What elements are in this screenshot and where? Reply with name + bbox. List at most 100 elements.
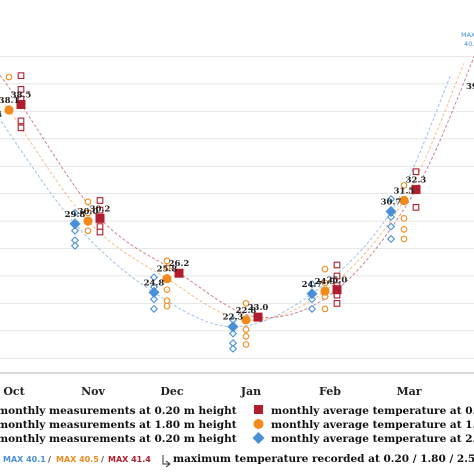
measurement-circle bbox=[163, 264, 171, 272]
measurement-circle bbox=[400, 214, 408, 222]
data-label: 38.1 bbox=[0, 96, 19, 106]
measurement-circle bbox=[84, 209, 92, 217]
measurement-circle bbox=[242, 332, 250, 340]
measurement-square bbox=[333, 272, 341, 280]
measurement-circle bbox=[163, 286, 171, 294]
data-labels: 38.5 30.2 26.2 23.0 25.0 32.3 38.1 30.0 25.8 22.8… bbox=[0, 82, 474, 323]
data-label: 24.8 bbox=[144, 278, 165, 288]
average-diamond bbox=[306, 288, 318, 300]
measurement-circle bbox=[84, 227, 92, 235]
measurement-diamond bbox=[149, 295, 159, 304]
x-tick-label: Feb bbox=[319, 385, 341, 398]
legend-max-arrow bbox=[162, 455, 171, 468]
average-markers bbox=[0, 99, 421, 333]
measurement-diamond bbox=[228, 329, 238, 338]
data-label: 23.0 bbox=[248, 303, 269, 313]
average-square bbox=[332, 285, 342, 295]
legend-circle-marker bbox=[253, 419, 264, 429]
gridlines bbox=[0, 56, 474, 374]
measurement-diamond bbox=[386, 195, 396, 204]
measurement-square bbox=[96, 197, 104, 204]
measurement-square bbox=[96, 206, 104, 214]
legend-left-3: monthly measurements at 0.20 m height bbox=[0, 433, 237, 445]
measurement-square bbox=[17, 72, 25, 80]
measurement-diamond bbox=[149, 273, 159, 282]
measurement-circle bbox=[242, 341, 250, 348]
x-tick-label: Dec bbox=[160, 385, 184, 398]
legend-slash-2: / bbox=[101, 455, 104, 464]
measurement-diamond bbox=[386, 222, 396, 231]
data-label: 30.7 bbox=[381, 197, 402, 207]
average-square bbox=[253, 312, 263, 322]
measurement-circle bbox=[5, 73, 13, 81]
data-label: 29.8 bbox=[65, 210, 86, 220]
measurement-diamond bbox=[307, 304, 317, 313]
max-annotation-line1: MAX bbox=[461, 31, 474, 39]
measurement-circle bbox=[163, 297, 171, 305]
data-label: 25.0 bbox=[327, 276, 348, 286]
measurement-circle bbox=[242, 300, 250, 307]
data-label: 22.8 bbox=[236, 306, 257, 316]
measurement-circle bbox=[400, 225, 408, 233]
measurement-circle bbox=[242, 326, 250, 333]
data-label: 26.2 bbox=[169, 259, 190, 269]
legend-max-blue: MAX 40.1 bbox=[3, 455, 46, 464]
data-label: 25.8 bbox=[157, 265, 178, 275]
measurement-square bbox=[96, 223, 104, 230]
legend-max-orange: MAX 40.5 bbox=[56, 455, 99, 464]
x-tick-label: Nov bbox=[81, 385, 105, 398]
data-label: 30.2 bbox=[90, 204, 111, 214]
measurement-diamond bbox=[386, 234, 396, 244]
measurement-circle bbox=[163, 302, 171, 310]
x-tick-label: Mar bbox=[396, 385, 421, 398]
legend-right-1: monthly average temperature at 0.20 bbox=[271, 405, 474, 417]
average-square bbox=[16, 99, 26, 109]
measurement-circle bbox=[321, 265, 329, 273]
legend: monthly measurements at 0.20 m height mo… bbox=[0, 405, 474, 468]
legend-left-2: monthly measurements at 1.80 m height bbox=[0, 419, 237, 431]
measurement-diamond bbox=[70, 208, 80, 217]
data-label: 30.0 bbox=[78, 207, 99, 217]
average-circle bbox=[83, 216, 93, 226]
legend-max-red: MAX 41.4 bbox=[108, 455, 151, 464]
legend-max-text: maximum temperature recorded at 0.20 / 1… bbox=[173, 453, 474, 465]
x-tick-label: Jan bbox=[240, 385, 261, 398]
measurement-square bbox=[412, 168, 420, 176]
max-annotation-line2: 40. bbox=[464, 40, 474, 48]
average-diamond bbox=[385, 205, 397, 217]
data-label: 24.9 bbox=[315, 277, 336, 287]
legend-square-marker bbox=[254, 405, 263, 414]
average-circle bbox=[4, 105, 14, 115]
data-label: 38.5 bbox=[11, 90, 32, 100]
data-label: 22.3 bbox=[223, 313, 244, 323]
measurement-diamond bbox=[70, 226, 80, 235]
measurement-square bbox=[17, 86, 25, 93]
x-axis-ticks: Oct Nov Dec Jan Feb Mar bbox=[3, 385, 421, 398]
average-circle bbox=[399, 195, 409, 206]
data-label: 4 bbox=[0, 110, 2, 120]
data-label: 24.7 bbox=[302, 280, 323, 290]
average-diamond bbox=[148, 286, 160, 298]
measurement-diamond bbox=[70, 241, 80, 250]
average-square bbox=[95, 213, 105, 223]
legend-left-1: monthly measurements at 0.20 m height bbox=[0, 405, 237, 417]
measurement-square bbox=[17, 124, 25, 132]
measurement-diamond bbox=[228, 344, 238, 353]
average-square bbox=[174, 268, 184, 278]
measurement-circle bbox=[84, 198, 92, 206]
measurement-diamond bbox=[307, 280, 317, 289]
legend-right-3: monthly average temperature at 2.50 bbox=[271, 433, 474, 445]
measurement-square bbox=[96, 228, 104, 236]
measurement-markers bbox=[5, 72, 420, 353]
average-circle bbox=[162, 274, 172, 284]
measurement-square bbox=[333, 300, 341, 307]
average-square bbox=[411, 185, 421, 195]
average-circle bbox=[241, 315, 251, 325]
measurement-circle bbox=[400, 235, 408, 243]
legend-right-2: monthly average temperature at 1.80 bbox=[271, 419, 474, 431]
measurement-diamond bbox=[149, 304, 159, 313]
data-label: 31.5 bbox=[394, 187, 415, 197]
measurement-square bbox=[17, 117, 25, 125]
measurement-square bbox=[412, 204, 420, 211]
